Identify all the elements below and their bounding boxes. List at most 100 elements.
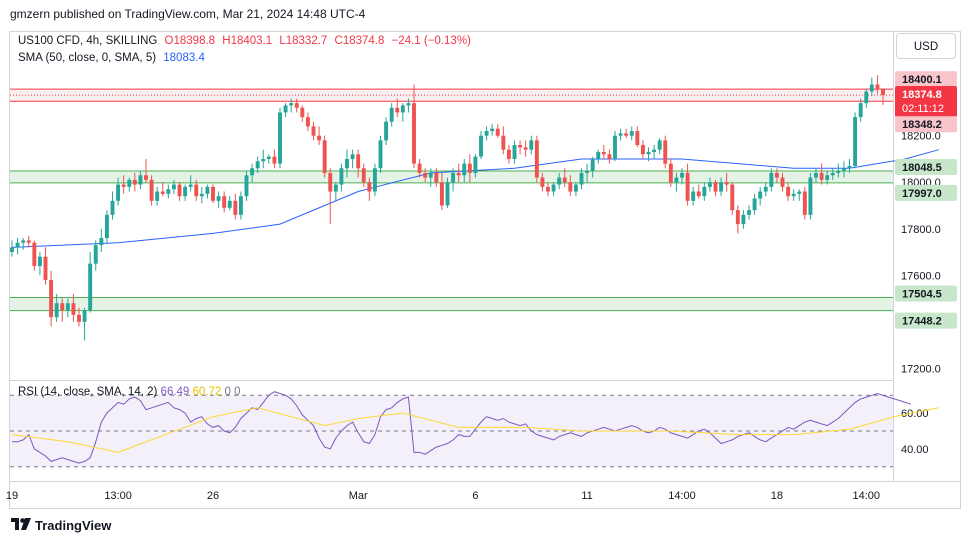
candle-body	[551, 184, 556, 192]
candle-body	[82, 310, 87, 322]
candle-body	[116, 184, 121, 201]
candle-body	[875, 84, 880, 90]
time-tick-label: 13:00	[104, 490, 132, 502]
candle-body	[786, 186, 791, 197]
candle-body	[534, 140, 539, 178]
candle-body	[747, 210, 751, 215]
current-price-label-bg	[895, 86, 957, 118]
candle-body	[244, 175, 249, 197]
time-tick-label: 18	[771, 490, 783, 502]
time-tick-label: 19	[6, 490, 18, 502]
candle-body	[590, 158, 595, 171]
candle-body	[238, 196, 243, 215]
candle-body	[194, 184, 199, 197]
candle-body	[635, 131, 640, 146]
candle-body	[278, 112, 282, 164]
candle-body	[774, 172, 779, 178]
candle-body	[400, 105, 405, 113]
tradingview-logo[interactable]: TradingView	[11, 518, 111, 533]
candle-body	[255, 161, 260, 169]
candle-body	[802, 191, 807, 215]
price-tick-label: 17600.0	[901, 270, 941, 282]
symbol-legend[interactable]: US100 CFD, 4h, SKILLING O18398.8 H18403.…	[18, 35, 475, 47]
candle-body	[724, 182, 729, 185]
candle-body	[10, 247, 14, 253]
candle-body	[585, 170, 590, 173]
candle-body	[160, 191, 165, 194]
rsi-legend[interactable]: RSI (14, close, SMA, 14, 2) 66.49 60.72 …	[18, 386, 241, 398]
chart-frame	[9, 31, 961, 509]
candle-body	[680, 172, 684, 178]
price-tick-label: 17800.0	[901, 224, 941, 236]
candle-body	[283, 105, 288, 113]
candle-body	[412, 103, 416, 164]
candle-body	[473, 156, 478, 173]
resistance-low-label-bg	[895, 116, 957, 133]
candle-body	[356, 154, 361, 169]
candle-body	[791, 193, 796, 197]
sma-line	[11, 149, 939, 248]
time-tick-label: 26	[207, 490, 219, 502]
rsi-tick-label: 40.00	[901, 444, 929, 456]
candle-body	[529, 140, 534, 150]
candle-body	[579, 172, 584, 185]
candle-body	[311, 126, 316, 136]
candle-body	[601, 151, 606, 155]
candle-body	[205, 186, 210, 194]
candle-body	[384, 121, 389, 141]
time-tick-label: 14:00	[852, 490, 880, 502]
rsi-extra-2: 0	[234, 386, 241, 398]
candle-body	[272, 156, 277, 164]
candle-body	[568, 182, 573, 192]
sma-legend[interactable]: SMA (50, close, 0, SMA, 5) 18083.4	[18, 52, 209, 64]
candle-body	[484, 131, 489, 136]
candle-body	[752, 198, 757, 211]
candle-body	[702, 186, 707, 197]
candle-body	[216, 196, 221, 201]
brand-name: TradingView	[35, 518, 112, 533]
candle-body	[199, 193, 204, 197]
time-tick-label: Mar	[349, 490, 368, 502]
candle-body	[261, 158, 266, 162]
candle-body	[155, 191, 160, 201]
candle-body	[830, 172, 835, 176]
candle-body	[88, 263, 93, 311]
current-price-label: 18374.8	[902, 89, 942, 101]
ohlc-close: C18374.8	[334, 35, 385, 47]
symbol-name: US100 CFD, 4h, SKILLING	[18, 35, 158, 47]
ohlc-change: −24.1 (−0.13%)	[391, 35, 471, 47]
support1-low-label: 17997.0	[902, 188, 942, 200]
candle-body	[769, 172, 774, 187]
candle-body	[127, 179, 132, 187]
candle-body	[93, 245, 98, 264]
candle-body	[881, 89, 885, 96]
candle-body	[37, 256, 42, 266]
support-zone-2	[10, 297, 893, 311]
sma-label: SMA (50, close, 0, SMA, 5)	[18, 52, 157, 64]
candle-body	[797, 191, 802, 194]
candle-body	[495, 128, 500, 136]
candle-body	[54, 303, 59, 318]
candle-body	[836, 170, 841, 173]
support2-high-label: 17504.5	[902, 289, 942, 301]
candle-body	[841, 168, 846, 171]
countdown-label: 02:11:12	[902, 103, 944, 115]
candle-body	[730, 184, 735, 211]
candle-body	[439, 182, 444, 206]
currency-button[interactable]: USD	[896, 33, 956, 59]
candle-body	[685, 172, 690, 201]
candle-body	[657, 140, 662, 150]
candle-body	[300, 107, 305, 118]
ohlc-open: O18398.8	[164, 35, 216, 47]
candle-body	[294, 103, 299, 108]
publisher-caption: gmzern published on TradingView.com, Mar…	[10, 7, 366, 21]
candle-body	[847, 165, 852, 169]
candle-body	[819, 172, 824, 180]
candle-body	[417, 163, 422, 173]
candle-body	[713, 182, 718, 192]
sma-value: 18083.4	[163, 52, 205, 64]
candle-body	[250, 168, 255, 176]
candle-body	[15, 242, 20, 248]
candle-body	[406, 103, 411, 106]
